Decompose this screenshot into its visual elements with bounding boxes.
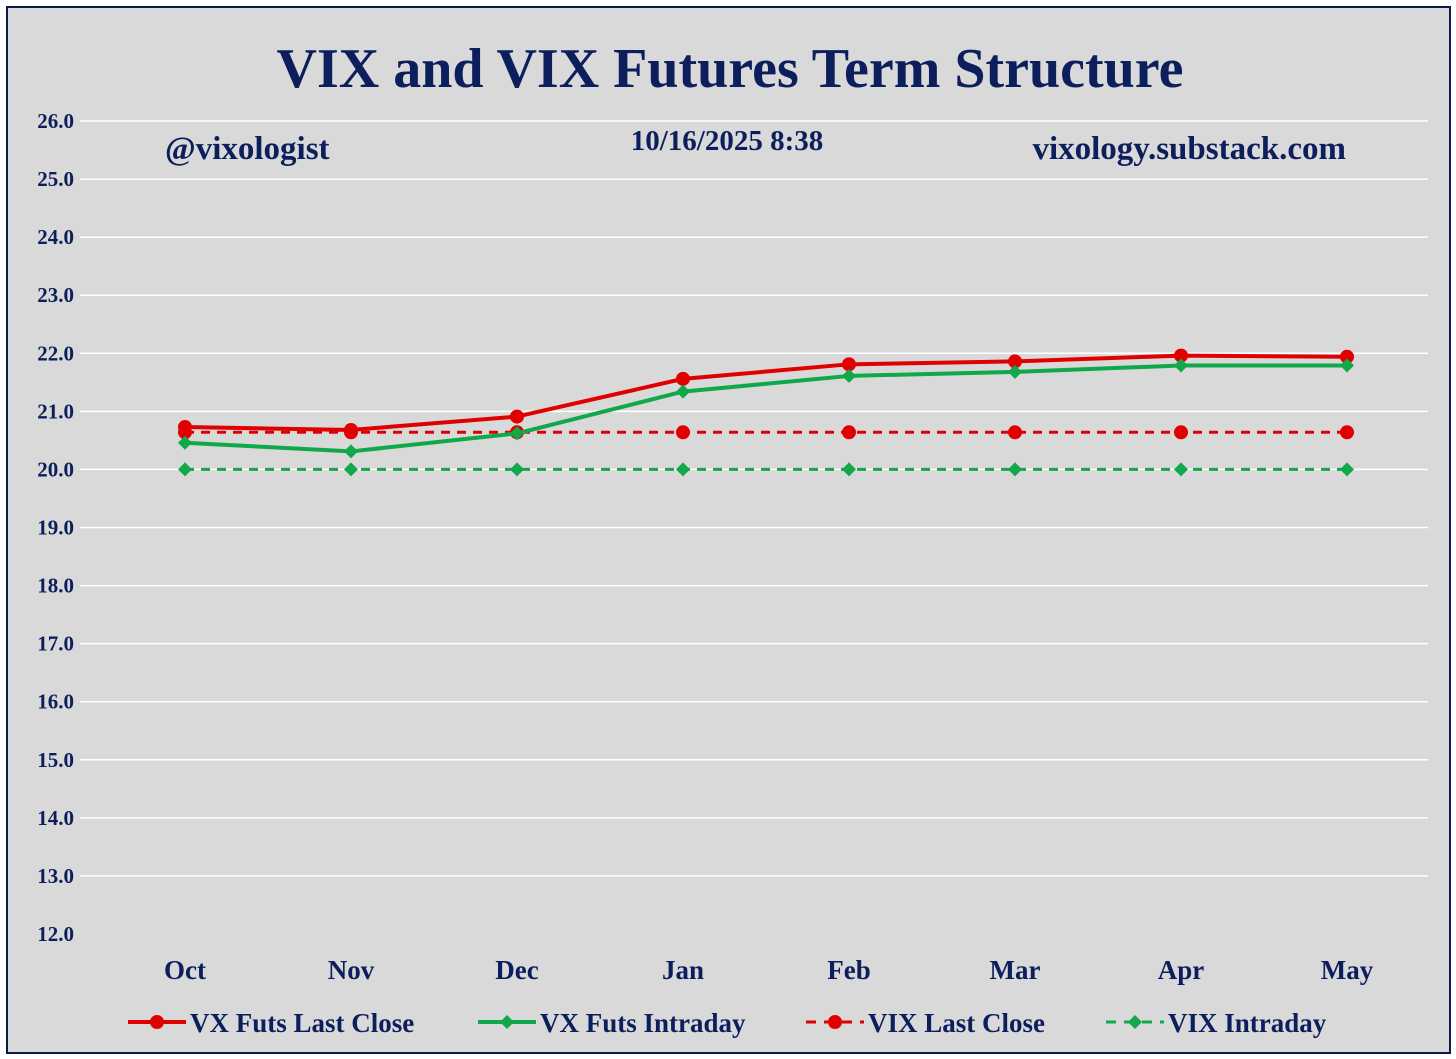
legend: VX Futs Last Close VX Futs Intraday VIX La…	[128, 1008, 1327, 1038]
data-point	[510, 462, 524, 477]
data-point	[1008, 425, 1022, 440]
legend-item: VX Futs Intraday	[478, 1008, 746, 1038]
y-tick-label: 21.0	[37, 399, 74, 423]
y-tick-label: 20.0	[37, 457, 74, 481]
data-point	[178, 462, 192, 477]
data-point	[1008, 354, 1022, 369]
y-tick-label: 25.0	[37, 167, 74, 191]
data-point	[510, 426, 524, 441]
annotation-handle: @vixologist	[165, 131, 330, 167]
data-point	[842, 425, 856, 440]
x-axis-ticks: Oct Nov Dec Jan Feb Mar Apr May	[164, 955, 1374, 985]
data-point	[676, 425, 690, 440]
grid-layer	[80, 120, 1428, 877]
data-point	[1008, 364, 1022, 379]
x-tick-label: May	[1321, 955, 1374, 985]
x-tick-label: Nov	[328, 955, 375, 985]
annotation-timestamp: 10/16/2025 8:38	[631, 125, 824, 157]
y-tick-label: 26.0	[37, 109, 74, 133]
series-vx-futs-last-close	[178, 348, 1354, 437]
data-point	[1340, 425, 1354, 440]
data-point	[1340, 358, 1354, 373]
legend-swatch-marker	[150, 1015, 164, 1029]
y-tick-label: 18.0	[37, 574, 74, 598]
x-tick-label: Mar	[990, 955, 1041, 985]
y-tick-label: 17.0	[37, 632, 74, 656]
data-point	[1340, 349, 1354, 364]
legend-item: VX Futs Last Close	[128, 1008, 414, 1038]
legend-label: VIX Last Close	[868, 1008, 1045, 1038]
data-point	[178, 435, 192, 450]
y-axis-ticks: 12.0 13.0 14.0 15.0 16.0 17.0 18.0 19.0 20.0 21.0…	[37, 109, 74, 946]
legend-swatch-marker	[828, 1015, 842, 1029]
data-point	[1008, 462, 1022, 477]
y-tick-label: 14.0	[37, 806, 74, 830]
chart-canvas: VIX and VIX Futures Term Structure @vixo…	[37, 38, 1428, 1038]
data-point	[178, 420, 192, 435]
x-tick-label: Feb	[827, 955, 871, 985]
data-point	[1174, 425, 1188, 440]
data-point	[1340, 462, 1354, 477]
chart-frame: VIX and VIX Futures Term Structure @vixo…	[6, 6, 1451, 1054]
series-line	[184, 353, 1348, 432]
data-point	[1174, 358, 1188, 373]
series-vix-intraday	[178, 462, 1354, 477]
data-point	[676, 384, 690, 399]
y-tick-label: 24.0	[37, 225, 74, 249]
data-point	[344, 422, 358, 437]
y-tick-label: 13.0	[37, 864, 74, 888]
legend-label: VIX Intraday	[1168, 1008, 1327, 1038]
series-vx-futs-intraday	[178, 358, 1354, 459]
series-layer	[178, 348, 1354, 477]
data-point	[842, 462, 856, 477]
y-tick-label: 22.0	[37, 341, 74, 365]
x-tick-label: Apr	[1158, 955, 1205, 985]
y-tick-label: 23.0	[37, 283, 74, 307]
legend-item: VIX Last Close	[806, 1008, 1045, 1038]
data-point	[344, 444, 358, 459]
legend-label: VX Futs Intraday	[540, 1008, 746, 1038]
y-tick-label: 15.0	[37, 748, 74, 772]
y-tick-label: 16.0	[37, 690, 74, 714]
legend-item: VIX Intraday	[1106, 1008, 1327, 1038]
chart-title: VIX and VIX Futures Term Structure	[277, 38, 1184, 100]
x-tick-label: Jan	[662, 955, 704, 985]
annotation-site: vixology.substack.com	[1032, 131, 1346, 167]
data-point	[676, 462, 690, 477]
legend-swatch-marker	[500, 1015, 514, 1029]
series-line	[184, 363, 1347, 454]
legend-label: VX Futs Last Close	[190, 1008, 414, 1038]
y-tick-label: 12.0	[37, 922, 74, 946]
data-point	[344, 462, 358, 477]
data-point	[842, 357, 856, 372]
data-point	[1174, 348, 1188, 363]
legend-swatch-marker	[1128, 1015, 1142, 1029]
y-tick-label: 19.0	[37, 516, 74, 540]
data-point	[842, 368, 856, 383]
data-point	[676, 371, 690, 386]
data-point	[1174, 462, 1188, 477]
x-tick-label: Dec	[495, 955, 538, 985]
data-point	[510, 409, 524, 424]
x-tick-label: Oct	[164, 955, 206, 985]
